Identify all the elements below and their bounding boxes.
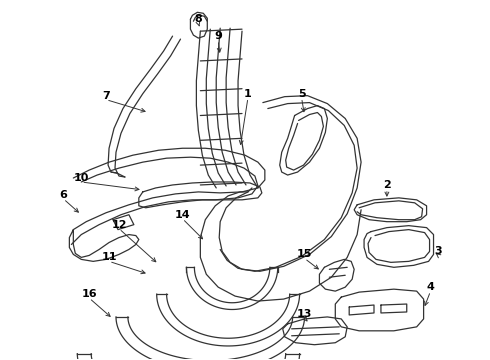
Text: 16: 16 (81, 289, 97, 299)
Text: 5: 5 (298, 89, 305, 99)
Text: 10: 10 (74, 173, 89, 183)
Text: 6: 6 (59, 190, 67, 200)
Text: 8: 8 (195, 14, 202, 24)
Text: 3: 3 (435, 247, 442, 256)
Text: 11: 11 (101, 252, 117, 262)
Text: 15: 15 (297, 249, 312, 260)
Text: 14: 14 (174, 210, 190, 220)
Text: 12: 12 (111, 220, 127, 230)
Text: 1: 1 (244, 89, 252, 99)
Text: 9: 9 (214, 31, 222, 41)
Text: 7: 7 (102, 91, 110, 101)
Text: 13: 13 (297, 309, 312, 319)
Text: 2: 2 (383, 180, 391, 190)
Text: 4: 4 (427, 282, 435, 292)
